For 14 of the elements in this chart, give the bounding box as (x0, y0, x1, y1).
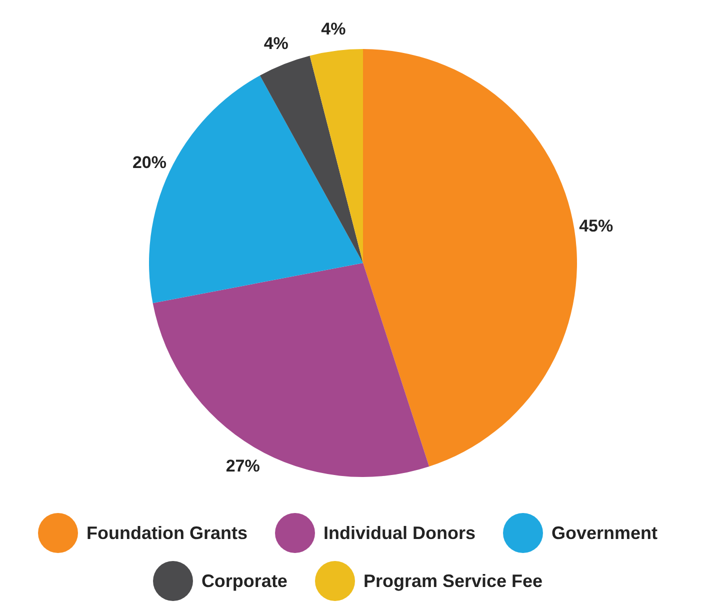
legend-label: Government (551, 522, 658, 544)
data-label: 4% (321, 19, 346, 38)
data-label: 20% (132, 153, 166, 172)
pie-slice (310, 49, 363, 263)
legend-label: Program Service Fee (363, 570, 543, 592)
legend-label: Corporate (201, 570, 288, 592)
data-label: 27% (226, 456, 260, 476)
pie-slice (260, 56, 363, 263)
pie-slice (152, 263, 430, 477)
data-label: 45% (579, 216, 614, 236)
data-label: 4% (264, 34, 288, 54)
legend-label: Individual Donors (323, 522, 476, 544)
pie-slice (363, 49, 577, 467)
legend-label: Foundation Grants (86, 522, 248, 544)
